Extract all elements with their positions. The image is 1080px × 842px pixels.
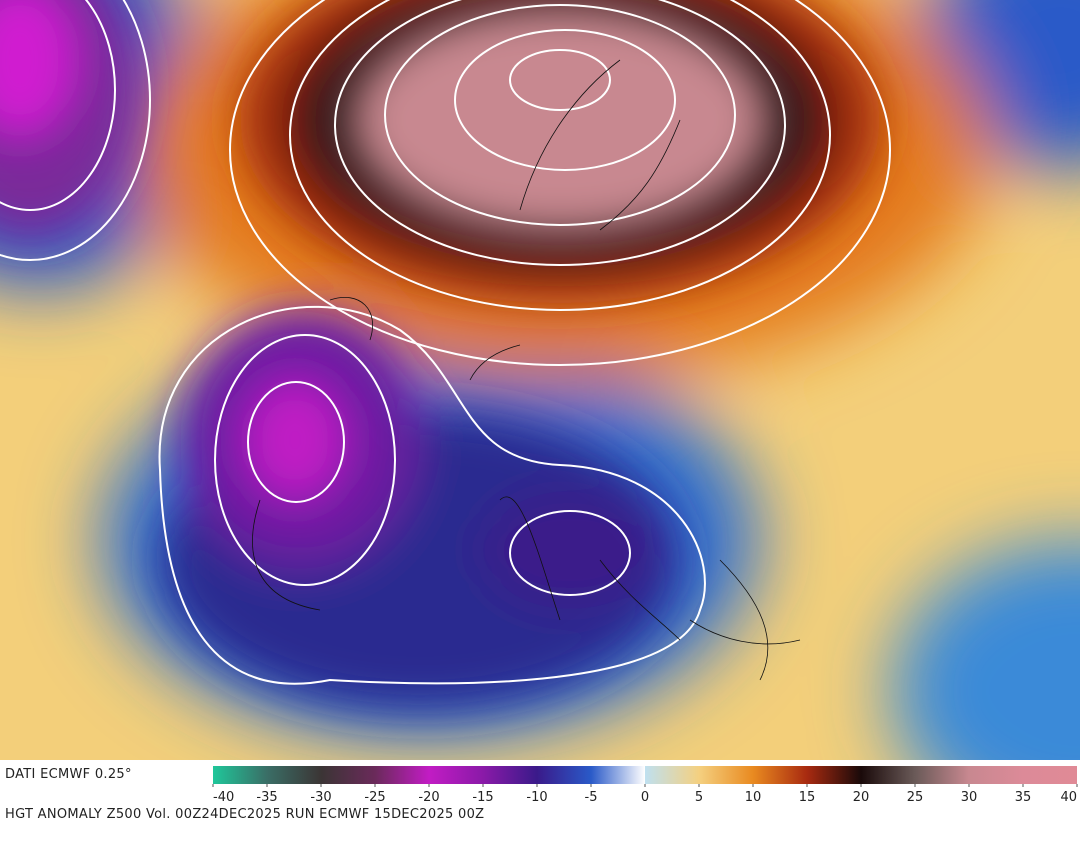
colorbar: -40 -35 -30 -25 -20 -15 -10 -5 0 5 10 15 20 25 30 35 40: [212, 766, 1078, 805]
tick-label: 10: [745, 790, 762, 805]
coastlines: [252, 59, 801, 681]
tick-label: -20: [418, 790, 439, 805]
tick-label: 0: [641, 790, 649, 805]
tick-label: 15: [799, 790, 816, 805]
anomaly-map: [0, 0, 1080, 760]
contours: [0, 0, 891, 685]
tick-label: -40: [213, 790, 234, 805]
tick-label: 20: [853, 790, 870, 805]
tick-label: 5: [695, 790, 703, 805]
tick-label: -30: [310, 790, 331, 805]
tick-label: -10: [526, 790, 547, 805]
tick-label: 35: [1015, 790, 1032, 805]
tick-label: 30: [961, 790, 978, 805]
tick-label: -25: [364, 790, 385, 805]
tick-label: 25: [907, 790, 924, 805]
caption: HGT ANOMALY Z500 Vol. 00Z24DEC2025 RUN E…: [5, 807, 485, 822]
tick-label: -35: [256, 790, 277, 805]
tick-label: -15: [472, 790, 493, 805]
tick-label: -5: [585, 790, 598, 805]
colorbar-scale: [213, 766, 1077, 784]
source-label: DATI ECMWF 0.25°: [5, 767, 132, 782]
tick-label: 40: [1060, 790, 1077, 805]
